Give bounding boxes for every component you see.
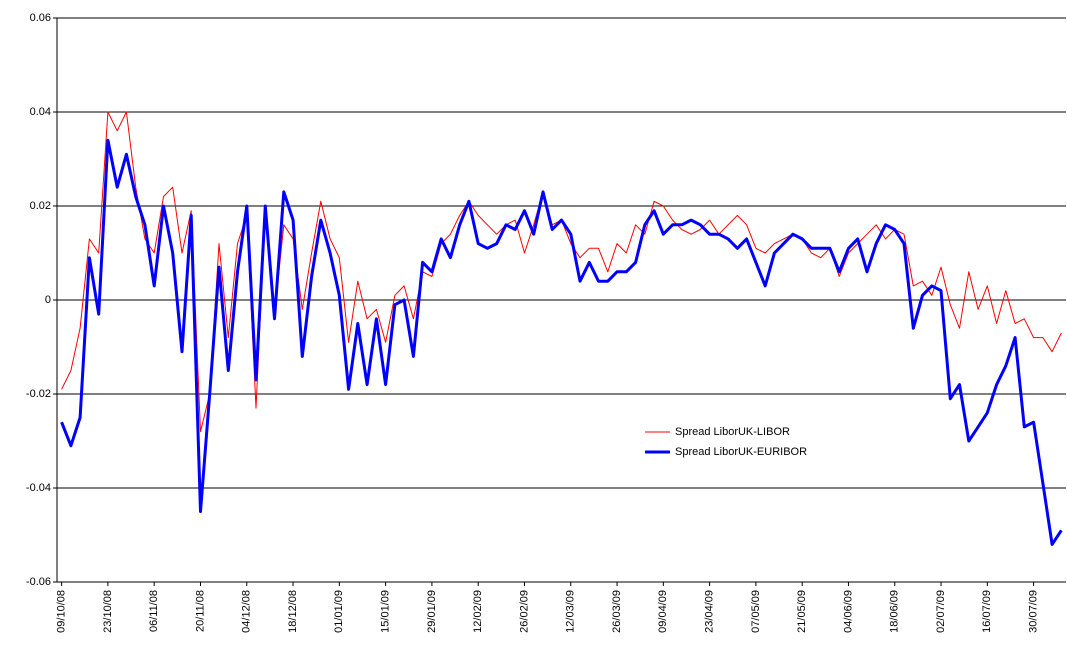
x-tick-label: 23/04/09 (704, 590, 716, 633)
x-tick-label: 20/11/08 (194, 590, 206, 632)
x-tick-label: 04/12/08 (241, 590, 253, 633)
x-tick-label: 12/03/09 (565, 590, 577, 633)
y-tick-label: -0.06 (26, 576, 51, 588)
x-tick-label: 12/02/09 (472, 590, 484, 633)
x-tick-label: 26/03/09 (611, 590, 623, 633)
y-tick-label: 0.06 (30, 12, 51, 24)
x-tick-label: 09/04/09 (657, 590, 669, 633)
y-tick-label: 0.04 (30, 106, 51, 118)
y-tick-label: -0.04 (26, 482, 51, 494)
x-tick-label: 30/07/09 (1028, 590, 1040, 633)
x-tick-label: 18/06/09 (889, 590, 901, 633)
y-tick-label: -0.02 (26, 388, 51, 400)
series-line (60, 138, 1063, 546)
legend-label: Spread LiborUK-EURIBOR (675, 446, 807, 458)
legend-label: Spread LiborUK-LIBOR (675, 426, 790, 438)
x-tick-label: 16/07/09 (981, 590, 993, 633)
x-tick-label: 01/01/09 (333, 590, 345, 633)
x-tick-label: 09/10/08 (56, 590, 68, 633)
x-tick-label: 23/10/08 (102, 590, 114, 633)
y-tick-label: 0.02 (30, 200, 51, 212)
y-tick-label: 0 (45, 294, 51, 306)
x-tick-label: 18/12/08 (287, 590, 299, 633)
x-tick-label: 07/05/09 (750, 590, 762, 633)
x-tick-label: 26/02/09 (518, 590, 530, 633)
x-tick-label: 02/07/09 (935, 590, 947, 633)
x-tick-label: 06/11/08 (148, 590, 160, 632)
x-tick-label: 29/01/09 (426, 590, 438, 633)
x-tick-label: 04/06/09 (842, 590, 854, 633)
x-tick-label: 15/01/09 (380, 590, 392, 633)
x-tick-label: 21/05/09 (796, 590, 808, 633)
